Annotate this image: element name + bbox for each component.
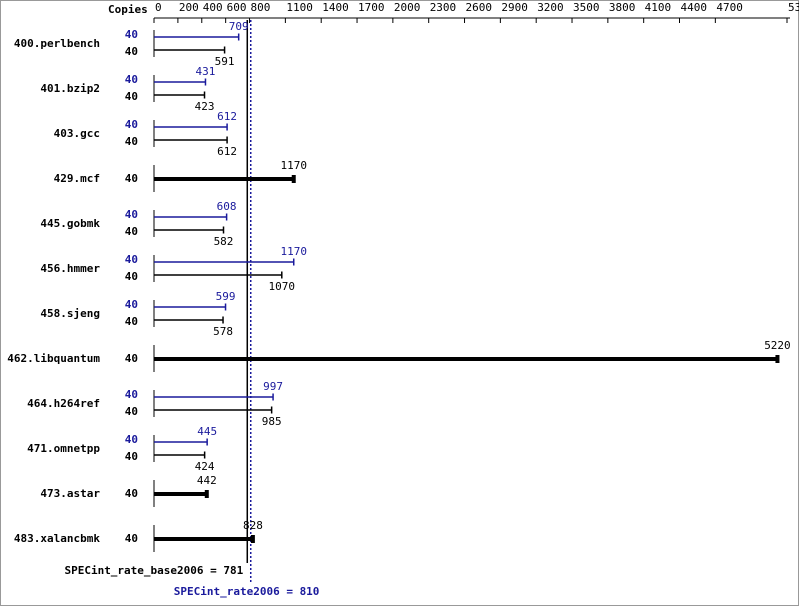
copies-label: 40 xyxy=(125,208,138,221)
copies-label: 40 xyxy=(125,73,138,86)
copies-label: 40 xyxy=(125,315,138,328)
x-tick-label: 600 xyxy=(227,1,247,14)
bar xyxy=(154,271,283,279)
copies-label: 40 xyxy=(125,388,138,401)
x-tick-label: 3800 xyxy=(609,1,636,14)
value-label: 591 xyxy=(215,55,235,68)
bar xyxy=(154,175,296,183)
reference-label: SPECint_rate2006 = 810 xyxy=(174,585,320,598)
copies-label: 40 xyxy=(125,270,138,283)
x-tick-label: 2600 xyxy=(466,1,493,14)
category-label: 400.perlbench xyxy=(14,37,100,50)
copies-label: 40 xyxy=(125,90,138,103)
x-tick-label: 400 xyxy=(203,1,223,14)
copies-label: 40 xyxy=(125,135,138,148)
copies-label: 40 xyxy=(125,487,138,500)
category-label: 464.h264ref xyxy=(27,397,100,410)
category-label: 473.astar xyxy=(40,487,100,500)
value-label: 709 xyxy=(229,20,249,33)
x-tick-label: 1100 xyxy=(286,1,313,14)
category-label: 401.bzip2 xyxy=(40,82,100,95)
category-label: 445.gobmk xyxy=(40,217,100,230)
category-label: 462.libquantum xyxy=(7,352,100,365)
x-tick-label: 1400 xyxy=(322,1,349,14)
x-tick-label: 3200 xyxy=(537,1,564,14)
category-label: 403.gcc xyxy=(54,127,100,140)
value-label: 424 xyxy=(195,460,215,473)
value-label: 423 xyxy=(195,100,215,113)
bar xyxy=(154,91,206,99)
value-label: 5220 xyxy=(764,339,791,352)
reference-label: SPECint_rate_base2006 = 781 xyxy=(64,564,243,577)
bar xyxy=(154,406,273,414)
bar xyxy=(154,535,255,543)
x-tick-label: 2300 xyxy=(430,1,457,14)
copies-label: 40 xyxy=(125,225,138,238)
copies-label: 40 xyxy=(125,450,138,463)
value-label: 997 xyxy=(263,380,283,393)
x-tick-label: 2000 xyxy=(394,1,421,14)
bar xyxy=(154,136,228,144)
copies-label: 40 xyxy=(125,298,138,311)
copies-label: 40 xyxy=(125,45,138,58)
bar xyxy=(154,123,228,131)
bar xyxy=(154,213,228,221)
x-tick-label: 4100 xyxy=(645,1,672,14)
copies-label: 40 xyxy=(125,172,138,185)
category-label: 471.omnetpp xyxy=(27,442,100,455)
bar xyxy=(154,258,295,266)
x-tick-label: 200 xyxy=(179,1,199,14)
x-tick-label: 4400 xyxy=(681,1,708,14)
copies-label: 40 xyxy=(125,28,138,41)
category-label: 456.hmmer xyxy=(40,262,100,275)
value-label: 578 xyxy=(213,325,233,338)
bar xyxy=(154,303,227,311)
category-label: 483.xalancbmk xyxy=(14,532,100,545)
value-label: 608 xyxy=(217,200,237,213)
bar xyxy=(154,451,206,459)
copies-label: 40 xyxy=(125,118,138,131)
x-tick-label: 800 xyxy=(251,1,271,14)
value-label: 582 xyxy=(214,235,234,248)
x-tick-label: 1700 xyxy=(358,1,385,14)
x-tick-label: 0 xyxy=(155,1,162,14)
category-label: 429.mcf xyxy=(54,172,100,185)
copies-label: 40 xyxy=(125,532,138,545)
bar xyxy=(154,438,208,446)
bar xyxy=(154,46,226,54)
bar xyxy=(154,316,224,324)
copies-label: 40 xyxy=(125,433,138,446)
bar xyxy=(154,226,225,234)
bar xyxy=(154,33,240,41)
x-tick-label: 2900 xyxy=(501,1,528,14)
value-label: 985 xyxy=(262,415,282,428)
value-label: 1170 xyxy=(280,159,307,172)
value-label: 1070 xyxy=(269,280,296,293)
value-label: 599 xyxy=(216,290,236,303)
value-label: 612 xyxy=(217,110,237,123)
x-tick-label: 3500 xyxy=(573,1,600,14)
value-label: 828 xyxy=(243,519,263,532)
value-label: 445 xyxy=(197,425,217,438)
copies-label: 40 xyxy=(125,253,138,266)
bar xyxy=(154,393,274,401)
x-tick-label: 4700 xyxy=(716,1,743,14)
copies-header: Copies xyxy=(108,3,148,16)
value-label: 612 xyxy=(217,145,237,158)
value-label: 1170 xyxy=(280,245,307,258)
category-label: 458.sjeng xyxy=(40,307,100,320)
copies-label: 40 xyxy=(125,405,138,418)
x-tick-label: 5300 xyxy=(788,1,799,14)
copies-label: 40 xyxy=(125,352,138,365)
value-label: 431 xyxy=(196,65,216,78)
bar xyxy=(154,78,207,86)
bar xyxy=(154,355,780,363)
bar xyxy=(154,490,209,498)
value-label: 442 xyxy=(197,474,217,487)
